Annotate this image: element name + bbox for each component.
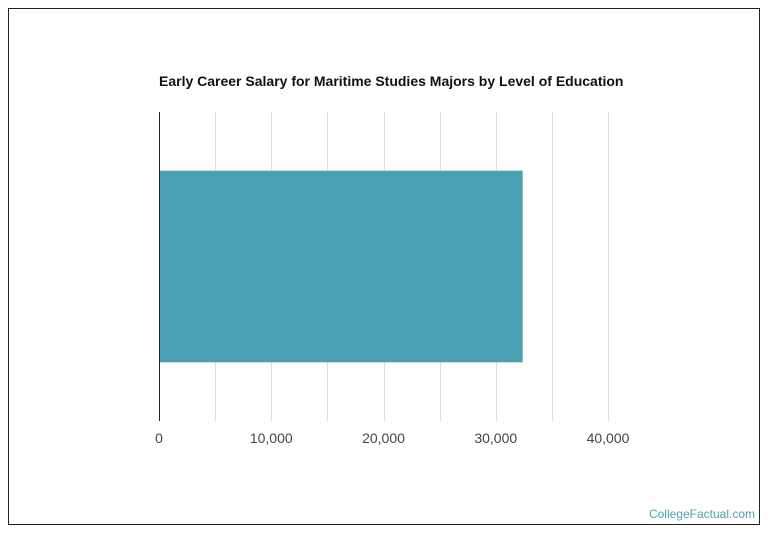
x-tick-label: 0 xyxy=(155,430,163,446)
x-tick-label: 10,000 xyxy=(250,430,293,446)
chart-title: Early Career Salary for Maritime Studies… xyxy=(159,73,624,89)
bar[interactable] xyxy=(159,170,523,363)
x-tick-label: 40,000 xyxy=(587,430,630,446)
source-credit-link[interactable]: CollegeFactual.com xyxy=(648,507,755,521)
bars xyxy=(159,170,523,363)
x-tick-label: 30,000 xyxy=(474,430,517,446)
chart-frame xyxy=(8,8,760,525)
x-axis-ticks: 0 10,000 20,000 30,000 40,000 xyxy=(155,430,630,446)
x-tick-label: 20,000 xyxy=(362,430,405,446)
